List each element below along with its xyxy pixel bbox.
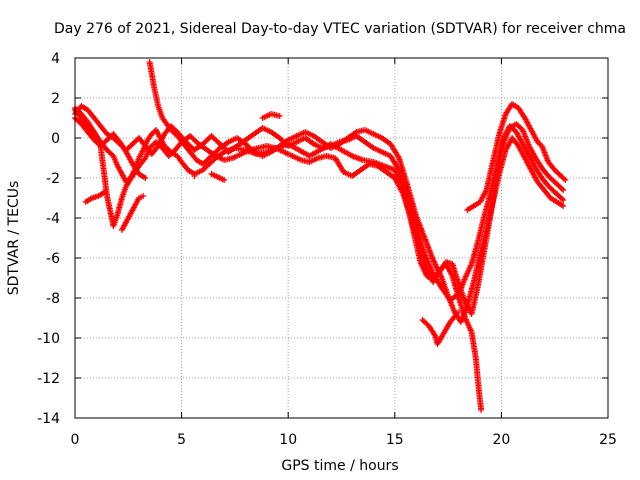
y-tick-label: -14 [37,411,60,427]
y-axis-ticks: 4 2 0 -2 -4 -6 -8 -10 -12 -14 [37,51,608,427]
data-point [142,175,149,181]
data-point [559,195,565,202]
y-tick-label: -12 [37,371,60,387]
data-point [560,187,567,193]
x-axis-ticks: 0 5 10 15 20 25 [71,58,617,448]
y-tick-label: -4 [46,211,60,227]
x-tick-label: 25 [599,432,617,448]
y-tick-label: -10 [37,331,60,347]
data-point [191,173,198,179]
x-tick-label: 20 [492,432,510,448]
y-tick-label: 4 [51,51,60,67]
plot-frame [74,57,609,419]
x-tick-label: 0 [71,432,80,448]
y-tick-label: -2 [46,171,60,187]
data-point [221,177,228,183]
y-axis-label: SDTVAR / TECUs [6,181,22,296]
data-point [276,113,283,119]
y-tick-label: -8 [46,291,60,307]
chart-title: Day 276 of 2021, Sidereal Day-to-day VTE… [54,21,626,37]
y-tick-label: 2 [51,91,60,107]
x-tick-label: 5 [177,432,186,448]
y-tick-label: -6 [46,251,60,267]
data-point [560,197,567,203]
data-point [560,203,567,209]
data-point [452,312,459,319]
x-axis-label: GPS time / hours [281,458,398,474]
data-point [559,185,565,192]
y-tick-label: 0 [51,131,60,147]
data-point [455,309,462,315]
grid-lines [75,58,608,418]
data-points [72,59,569,413]
data-point [101,189,108,195]
data-point [562,177,569,183]
x-tick-label: 10 [279,432,297,448]
data-point [478,407,485,413]
x-tick-label: 15 [386,432,404,448]
data-point [140,193,147,199]
